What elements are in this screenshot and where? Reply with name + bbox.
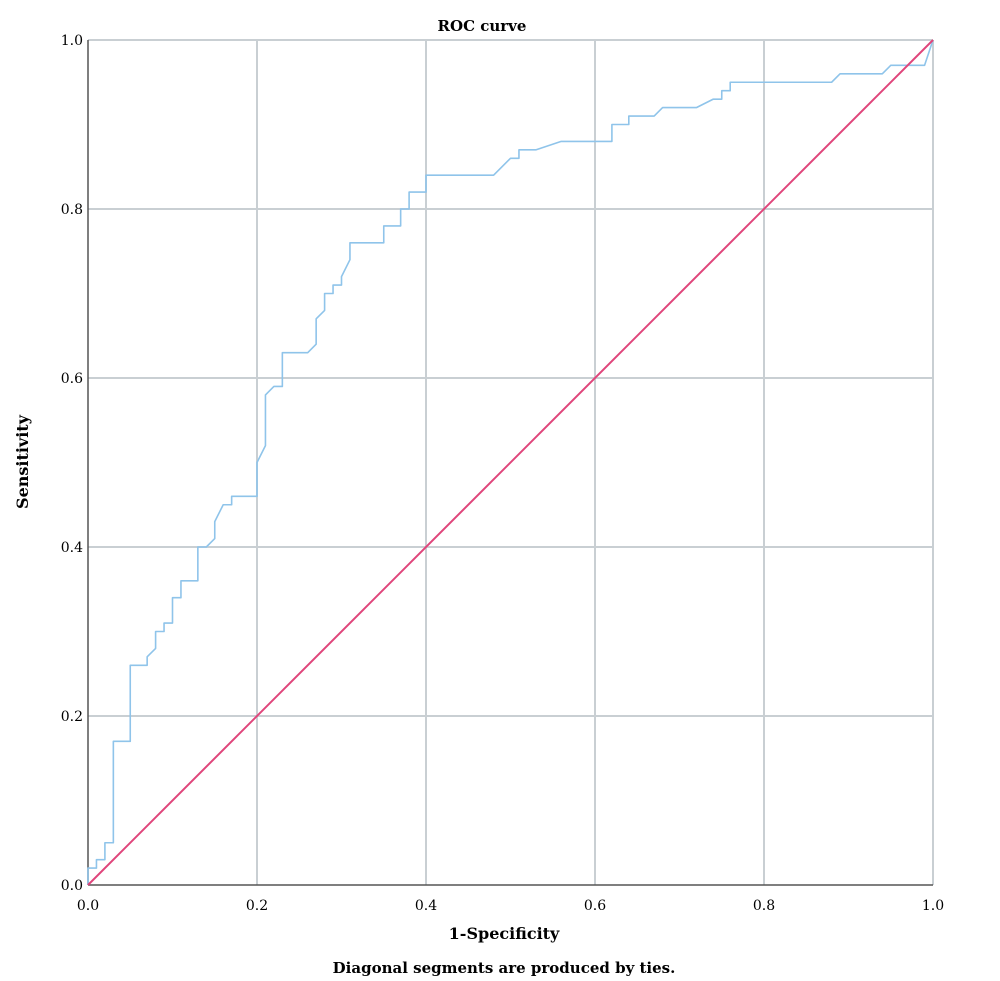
x-tick-label-2: 0.4 bbox=[415, 898, 437, 914]
x-tick-label-5: 1.0 bbox=[922, 898, 944, 914]
x-tick-label-4: 0.8 bbox=[753, 898, 775, 914]
y-tick-label-0: 0.0 bbox=[61, 878, 83, 894]
x-tick-label-3: 0.6 bbox=[584, 898, 606, 914]
x-tick-label-1: 0.2 bbox=[246, 898, 268, 914]
label-layer: ROC curve 1-Specificity Sensitivity Diag… bbox=[13, 17, 944, 977]
y-tick-label-2: 0.4 bbox=[61, 540, 83, 556]
y-tick-label-4: 0.8 bbox=[61, 202, 83, 218]
chart-title: ROC curve bbox=[438, 17, 527, 35]
roc-line bbox=[87, 39, 934, 885]
axis-layer bbox=[87, 40, 933, 886]
y-tick-label-3: 0.6 bbox=[61, 371, 83, 387]
y-axis-label: Sensitivity bbox=[13, 414, 32, 509]
chart-footnote: Diagonal segments are produced by ties. bbox=[333, 959, 676, 977]
y-tick-label-5: 1.0 bbox=[61, 33, 83, 49]
reference-line bbox=[87, 39, 934, 886]
x-axis-label: 1-Specificity bbox=[449, 924, 560, 943]
y-tick-label-1: 0.2 bbox=[61, 709, 83, 725]
x-tick-label-0: 0.0 bbox=[77, 898, 99, 914]
series-layer bbox=[87, 39, 934, 886]
